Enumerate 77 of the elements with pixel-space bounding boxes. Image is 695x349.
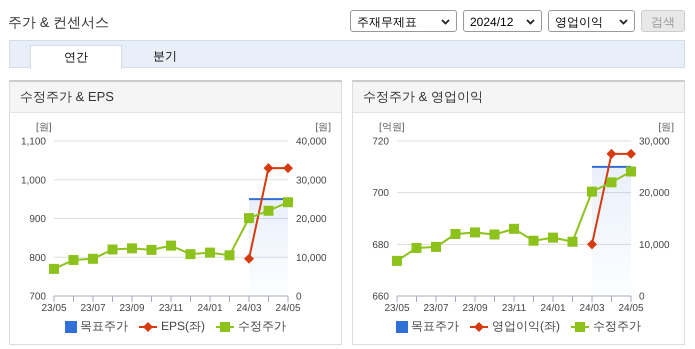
legend-label: 수정주가 bbox=[593, 318, 641, 335]
point bbox=[568, 236, 578, 247]
legend-label: EPS(좌) bbox=[160, 318, 205, 335]
point bbox=[146, 244, 156, 255]
x-tick-label: 23/11 bbox=[158, 303, 184, 314]
legend-label: 목표주가 bbox=[80, 318, 128, 335]
point bbox=[450, 229, 460, 239]
point bbox=[224, 250, 234, 260]
point bbox=[166, 240, 176, 251]
y-tick-label: 900 bbox=[29, 214, 46, 226]
y-axis-title: [억원] bbox=[379, 121, 405, 134]
y-axis-title: [원] bbox=[36, 121, 52, 134]
point bbox=[606, 177, 616, 188]
y-tick-label: 800 bbox=[29, 252, 46, 264]
text: 주가 & 컨센서스 bbox=[8, 14, 110, 32]
y-tick-label: 660 bbox=[372, 292, 390, 303]
point bbox=[68, 254, 78, 265]
x-tick-label: 23/07 bbox=[80, 303, 106, 314]
point bbox=[49, 264, 59, 274]
x-tick-label: 23/05 bbox=[41, 303, 67, 314]
x-tick-label: 23/09 bbox=[462, 303, 488, 314]
point bbox=[528, 236, 538, 246]
y2-axis-title: [원] bbox=[315, 121, 331, 134]
point bbox=[587, 186, 597, 197]
point bbox=[626, 166, 636, 176]
y2-tick-label: 30,000 bbox=[639, 136, 670, 148]
x-tick-label: 23/07 bbox=[423, 303, 449, 314]
legend-label: 수정주가 bbox=[238, 318, 286, 335]
y-tick-label: 680 bbox=[372, 240, 390, 251]
point bbox=[108, 244, 118, 254]
text: 주재무제표 bbox=[350, 10, 457, 32]
text: 분기 bbox=[152, 48, 178, 65]
point bbox=[392, 256, 402, 266]
point bbox=[431, 242, 441, 252]
x-tick-label: 23/11 bbox=[502, 303, 527, 314]
y2-tick-label: 20,000 bbox=[639, 188, 670, 200]
x-tick-label: 24/05 bbox=[275, 303, 301, 314]
x-tick-label: 24/01 bbox=[540, 303, 566, 314]
y2-axis-title: [원] bbox=[658, 121, 674, 134]
y2-tick-label: 0 bbox=[639, 292, 645, 303]
y2-tick-label: 10,000 bbox=[296, 252, 328, 264]
y2-tick-label: 40,000 bbox=[296, 136, 328, 148]
x-tick-label: 24/01 bbox=[197, 303, 223, 314]
text: 2024/12 bbox=[463, 10, 542, 32]
point bbox=[412, 242, 422, 253]
point bbox=[205, 248, 215, 258]
x-tick-label: 23/05 bbox=[384, 303, 410, 314]
point bbox=[548, 232, 558, 243]
y2-tick-label: 30,000 bbox=[296, 175, 328, 186]
y-tick-label: 1,100 bbox=[20, 136, 46, 148]
y-tick-label: 700 bbox=[372, 188, 390, 200]
chart-title: 수정주가 & EPS bbox=[10, 82, 341, 113]
point bbox=[244, 213, 254, 224]
y-tick-label: 720 bbox=[372, 136, 390, 148]
y-tick-label: 1,000 bbox=[20, 175, 46, 186]
point bbox=[186, 249, 196, 260]
point bbox=[490, 230, 500, 240]
legend-label: 목표주가 bbox=[411, 318, 459, 335]
point bbox=[509, 224, 519, 234]
text: 영업이익 bbox=[548, 10, 635, 32]
point bbox=[88, 254, 98, 264]
x-tick-label: 23/09 bbox=[119, 303, 145, 314]
x-tick-label: 24/05 bbox=[618, 303, 644, 314]
y2-tick-label: 20,000 bbox=[296, 214, 328, 226]
point bbox=[264, 206, 274, 216]
text: 검색 bbox=[641, 10, 685, 32]
point bbox=[470, 227, 480, 238]
y2-tick-label: 10,000 bbox=[639, 240, 670, 251]
x-tick-label: 24/03 bbox=[579, 303, 605, 314]
point bbox=[283, 197, 293, 208]
text: 연간 bbox=[30, 45, 122, 69]
y-tick-label: 700 bbox=[29, 292, 46, 303]
y2-tick-label: 0 bbox=[296, 292, 302, 303]
legend-label: 영업이익(좌) bbox=[492, 318, 560, 335]
point bbox=[127, 243, 137, 254]
chart-title: 수정주가 & 영업이익 bbox=[353, 82, 684, 113]
x-tick-label: 24/03 bbox=[236, 303, 262, 314]
